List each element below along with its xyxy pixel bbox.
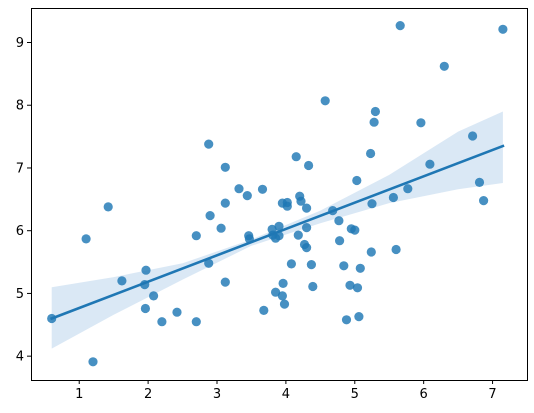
y-tick-label: 7 (16, 161, 24, 176)
data-point (369, 117, 379, 127)
data-point (293, 230, 303, 240)
data-point (234, 184, 244, 194)
x-tick-label: 5 (351, 387, 359, 402)
data-point (352, 283, 363, 293)
data-point (282, 201, 292, 211)
data-point (366, 148, 376, 159)
data-point (302, 223, 312, 233)
data-point (140, 303, 150, 314)
data-point (345, 280, 355, 290)
data-point (498, 24, 508, 34)
data-point (302, 203, 312, 213)
data-point (191, 231, 201, 241)
y-tick-label: 6 (16, 224, 24, 239)
y-tick-label: 9 (16, 36, 24, 51)
data-point (204, 139, 214, 149)
regression-line-layer (49, 144, 505, 321)
data-point (403, 184, 413, 194)
data-point (334, 216, 344, 226)
data-point (220, 277, 230, 287)
data-point (296, 196, 306, 206)
data-point (103, 202, 113, 212)
data-point (220, 198, 230, 208)
data-point (257, 184, 268, 194)
x-tick-label: 3 (213, 387, 221, 402)
data-point (439, 61, 449, 71)
data-point (388, 192, 398, 203)
data-point (367, 199, 377, 209)
data-point (341, 315, 352, 325)
data-point (370, 106, 380, 117)
data-point (291, 152, 301, 162)
regression-line (49, 144, 505, 321)
data-point (350, 225, 360, 235)
data-point (354, 312, 364, 322)
data-point (308, 281, 318, 292)
y-tick-label: 8 (16, 99, 24, 114)
data-point (366, 247, 376, 257)
data-point (271, 287, 281, 297)
data-point (304, 160, 314, 171)
data-point (279, 299, 290, 309)
data-point (81, 234, 91, 244)
points-layer (47, 21, 508, 367)
data-point (242, 191, 252, 201)
data-point (395, 21, 405, 31)
plot-frame (31, 8, 528, 381)
data-point (88, 357, 98, 367)
data-point (320, 96, 330, 106)
data-point (191, 317, 201, 327)
data-point (216, 223, 226, 233)
data-point (172, 307, 182, 317)
x-tick-label: 6 (420, 387, 428, 402)
x-tick-label: 4 (282, 387, 290, 402)
data-point (277, 291, 287, 301)
data-point (425, 159, 435, 169)
y-tick-label: 4 (16, 350, 24, 365)
y-axis: 4 5 6 7 8 9 (16, 36, 31, 365)
data-point (391, 244, 401, 255)
data-point (335, 236, 345, 246)
data-point (302, 243, 312, 253)
data-point (141, 265, 151, 275)
x-axis: 1 2 3 4 5 6 7 (75, 380, 497, 402)
data-point (278, 278, 288, 288)
data-point (220, 162, 230, 172)
data-point (352, 175, 362, 186)
data-point (149, 291, 159, 301)
data-point (259, 305, 269, 315)
data-point (479, 196, 489, 206)
data-point (117, 276, 127, 286)
x-tick-label: 1 (75, 387, 83, 402)
data-point (205, 211, 215, 221)
data-point (339, 261, 349, 271)
data-point (474, 177, 485, 187)
x-tick-label: 2 (144, 387, 152, 402)
data-point (306, 260, 316, 270)
data-point (274, 221, 284, 231)
data-point (204, 258, 214, 268)
data-point (157, 317, 167, 327)
data-point (286, 259, 296, 269)
data-point (355, 263, 365, 273)
y-tick-label: 5 (16, 287, 24, 302)
data-point (416, 118, 426, 128)
data-point (468, 131, 478, 141)
x-tick-label: 7 (488, 387, 496, 402)
